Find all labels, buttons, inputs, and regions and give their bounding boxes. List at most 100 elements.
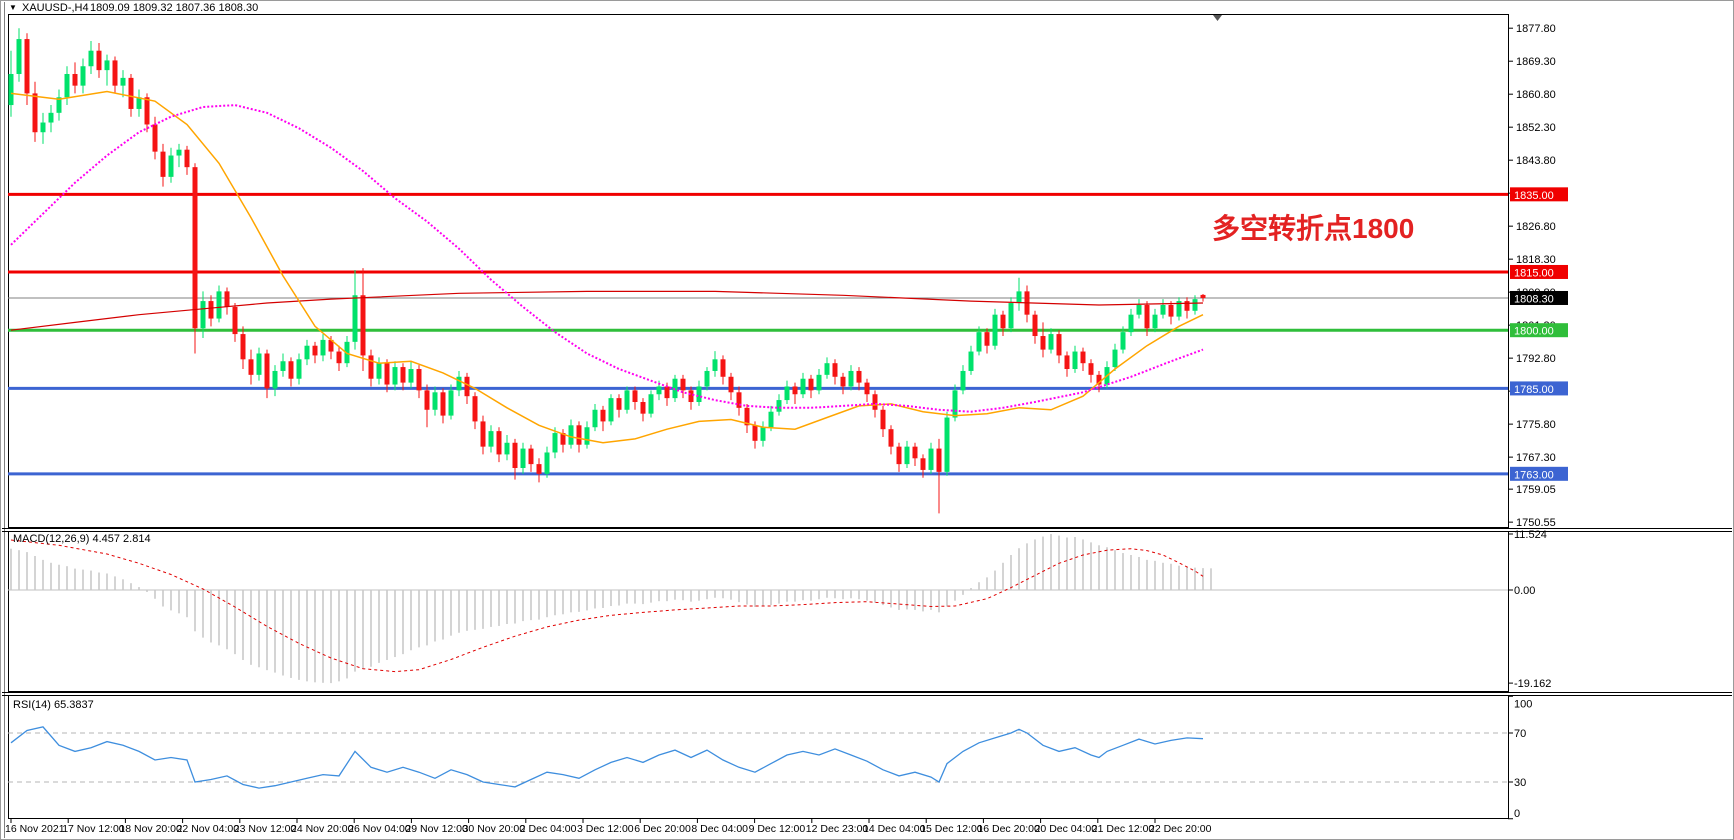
candle-body [120,77,126,86]
chart-shift-marker-icon[interactable] [1213,15,1222,21]
candle-body [584,427,590,445]
candle-body [528,448,534,465]
candle-body [24,39,30,94]
candle-body [168,155,174,177]
candle-body [288,361,294,379]
level-price-label-text: 1815.00 [1514,267,1554,279]
candle-body [256,353,262,375]
candle-body [840,376,846,387]
candle-body [392,367,398,385]
price-tick-label: 1869.30 [1516,56,1556,68]
price-tick-label: 1877.80 [1516,23,1556,35]
candle-body [560,433,566,445]
level-price-label-text: 1785.00 [1514,384,1554,396]
candle-body [400,367,406,383]
candle-body [280,361,286,371]
candle-body [864,382,870,395]
price-tick-label: 1792.80 [1516,353,1556,365]
rsi-label: RSI(14) 65.3837 [13,699,94,711]
candle-body [208,301,214,319]
candle-body [448,390,454,416]
candle-body [832,363,838,377]
level-price-label-text: 1835.00 [1514,190,1554,202]
candle-body [1016,291,1022,304]
level-price-label-text: 1800.00 [1514,326,1554,338]
time-tick-label: 8 Dec 04:00 [691,823,748,835]
level-price-label: 1815.00 [1510,264,1568,279]
annotation-text[interactable]: 多空转折点1800 [1212,212,1414,244]
candle-body [176,149,182,156]
candle-body [888,429,894,447]
candle-body [1192,299,1198,311]
symbol-dropdown-icon[interactable]: ▼ [9,3,17,12]
level-price-label: 1800.00 [1510,323,1568,338]
chart-title-symbol: XAUUSD-,H4 [22,2,89,14]
candle-body [160,151,166,177]
candle-body [664,386,670,399]
candle-body [1064,355,1070,370]
time-tick-label: 17 Nov 12:00 [62,823,125,835]
candle-body [640,402,646,414]
level-price-label: 1785.00 [1510,381,1568,396]
level-price-label: 1763.00 [1510,466,1568,481]
candle-body [536,464,542,474]
level-price-label: 1835.00 [1510,187,1568,202]
candle-body [112,60,118,86]
candle-body [1008,303,1014,329]
rsi-axis-label: 0 [1514,808,1520,820]
candle-body [800,378,806,395]
macd-histogram [10,534,1212,684]
candle-body [768,411,774,428]
time-tick-label: 6 Dec 20:00 [634,823,691,835]
candle-body [496,431,502,455]
candle-body [488,431,494,447]
candle-body [104,60,110,71]
candle-body [552,433,558,453]
time-tick-label: 16 Dec 20:00 [977,823,1040,835]
candle-body [1200,294,1206,298]
candle-body [1000,314,1006,329]
horizontal-levels [8,192,1508,476]
candle-body [248,359,254,375]
rsi-panel[interactable] [8,695,1509,819]
price-tick-label: 1775.80 [1516,419,1556,431]
candle-body [784,386,790,401]
candle-body [56,97,62,113]
ma-magenta-line [10,104,1204,413]
time-tick-label: 16 Nov 2021 [5,823,65,835]
candle-body [720,359,726,377]
time-tick-label: 14 Dec 04:00 [863,823,926,835]
candle-body [904,446,910,465]
candle-body [1072,351,1078,370]
candle-body [224,291,230,307]
current-price-label-text: 1808.30 [1514,293,1554,305]
time-tick-label: 12 Dec 23:00 [806,823,869,835]
candle-body [616,398,622,410]
candle-body [1112,349,1118,368]
candle-body [760,427,766,441]
macd-axis-label: 0.00 [1514,585,1535,597]
candle-body [624,390,630,410]
candle-body [472,396,478,422]
chart-title-ohlc: 1809.09 1809.32 1807.36 1808.30 [90,2,258,14]
candle-body [792,386,798,395]
price-tick-label: 1818.30 [1516,254,1556,266]
candle-body [1128,314,1134,333]
candle-body [576,425,582,445]
candle-body [608,398,614,422]
candle-body [200,301,206,329]
candle-body [80,66,86,86]
candle-body [696,386,702,403]
candle-body [1160,304,1166,315]
candle-body [592,409,598,428]
price-tick-label: 1759.05 [1516,484,1556,496]
rsi-axis-label: 100 [1514,698,1532,710]
candle-body [1144,304,1150,329]
candle-body [824,363,830,375]
macd-panel[interactable] [8,531,1509,692]
candle-body [928,448,934,470]
time-tick-label: 23 Nov 12:00 [234,823,297,835]
candle-body [712,359,718,371]
